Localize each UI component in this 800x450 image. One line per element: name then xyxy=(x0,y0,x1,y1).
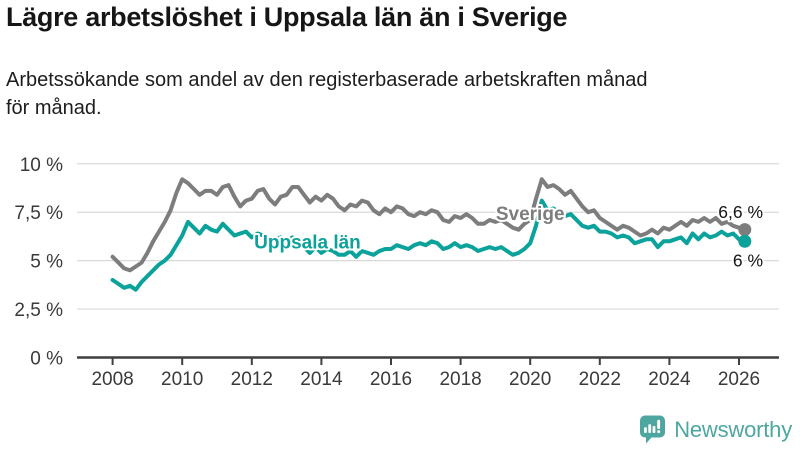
series-line-sverige xyxy=(110,177,747,273)
series-line-uppsala-lan xyxy=(110,198,747,292)
series-label-uppsala-lan: Uppsala län xyxy=(254,232,361,253)
x-tick-label: 2022 xyxy=(579,369,621,390)
x-tick-label: 2026 xyxy=(718,369,760,390)
x-tick-label: 2020 xyxy=(509,369,551,390)
x-tick-label: 2010 xyxy=(161,369,203,390)
x-tick-label: 2018 xyxy=(439,369,481,390)
end-value-label-uppsala-lan: 6 % xyxy=(733,251,763,271)
end-value-label-sverige: 6,6 % xyxy=(718,202,763,222)
x-tick-label: 2024 xyxy=(648,369,691,390)
y-tick-label: 5 % xyxy=(30,252,63,273)
chart-title: Lägre arbetslöshet i Uppsala län än i Sv… xyxy=(6,2,568,32)
x-tick-label: 2008 xyxy=(91,369,133,390)
y-tick-label: 7,5 % xyxy=(14,203,63,224)
x-tick-label: 2012 xyxy=(231,369,273,390)
y-tick-label: 0 % xyxy=(30,349,63,370)
newsworthy-logo-text: Newsworthy xyxy=(674,416,792,442)
x-tick-label: 2014 xyxy=(300,369,343,390)
series-end-dot-sverige xyxy=(738,223,752,237)
y-tick-label: 2,5 % xyxy=(14,300,63,321)
y-tick-label: 10 % xyxy=(20,155,63,176)
series-end-dot-uppsala-lan xyxy=(738,234,752,248)
newsworthy-logo-icon xyxy=(640,415,666,444)
x-tick-label: 2016 xyxy=(370,369,412,390)
newsworthy-logo: Newsworthy xyxy=(639,415,792,444)
series-label-sverige: Sverige xyxy=(496,204,565,225)
chart-subtitle: Arbetssökande som andel av den registerb… xyxy=(6,69,648,119)
